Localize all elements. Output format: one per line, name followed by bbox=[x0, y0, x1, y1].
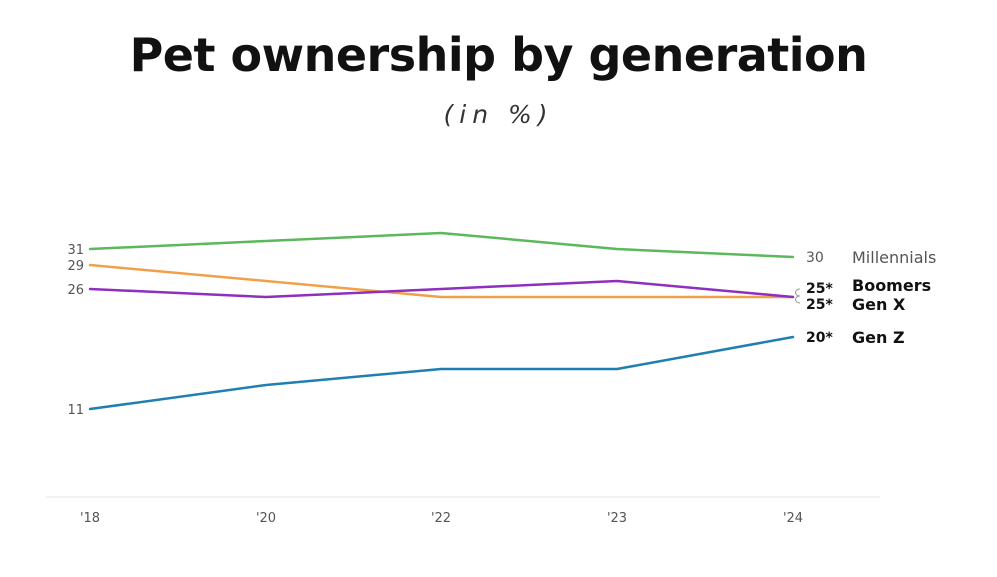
series-name-millennials: Millennials bbox=[852, 248, 936, 267]
x-tick-label: '18 bbox=[80, 511, 100, 526]
start-value-gen-x: 26 bbox=[67, 283, 84, 298]
end-value-millennials: 30 bbox=[806, 250, 824, 266]
end-value-boomers: 25* bbox=[806, 281, 833, 297]
x-tick-label: '23 bbox=[607, 511, 627, 526]
series-name-gen-x: Gen X bbox=[852, 295, 906, 314]
series-line-gen-z bbox=[88, 335, 795, 411]
series-name-boomers: Boomers bbox=[852, 276, 931, 295]
x-tick-label: '20 bbox=[256, 511, 276, 526]
start-value-gen-z: 11 bbox=[67, 403, 84, 418]
end-label-bracket bbox=[795, 288, 801, 304]
series-name-gen-z: Gen Z bbox=[852, 328, 905, 347]
chart-subtitle: (in %) bbox=[443, 100, 554, 129]
series-line-boomers bbox=[88, 263, 795, 299]
series-line-millennials bbox=[88, 231, 795, 259]
start-value-millennials: 31 bbox=[67, 243, 84, 258]
end-value-gen-x: 25* bbox=[806, 297, 833, 313]
chart-title: Pet ownership by generation bbox=[129, 28, 868, 82]
x-tick-label: '24 bbox=[783, 511, 803, 526]
end-value-gen-z: 20* bbox=[806, 330, 833, 346]
start-value-boomers: 29 bbox=[67, 259, 84, 274]
x-tick-label: '22 bbox=[431, 511, 451, 526]
series-line-gen-x bbox=[88, 279, 795, 299]
